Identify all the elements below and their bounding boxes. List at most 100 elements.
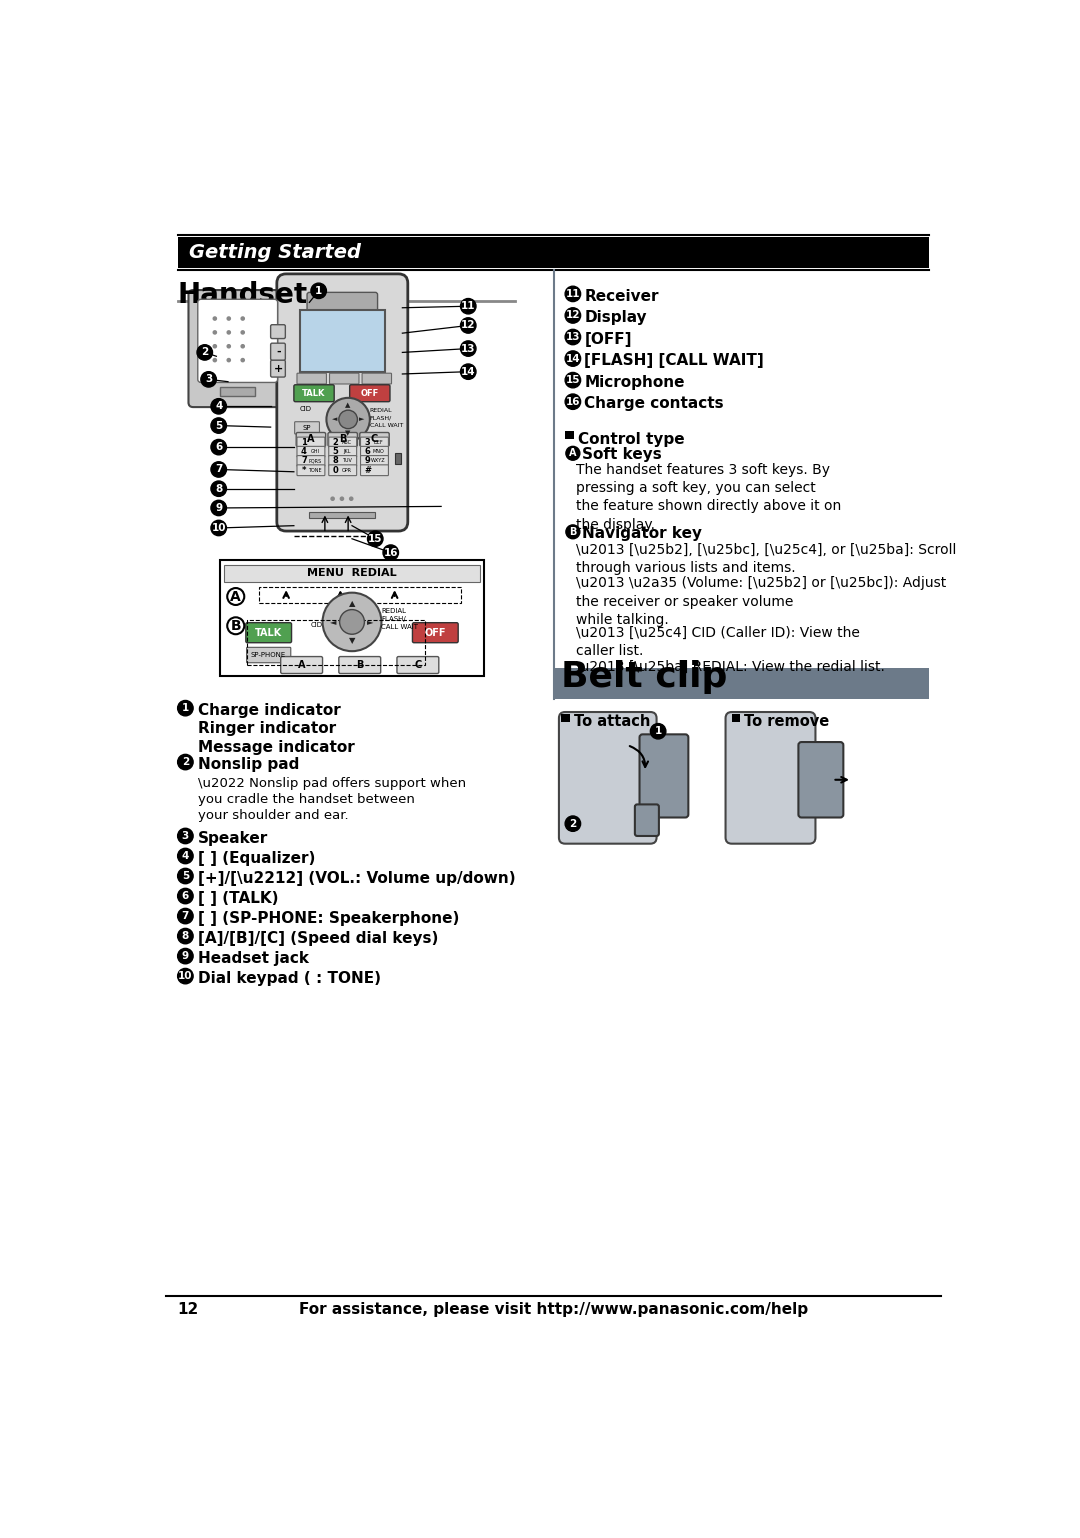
Text: \u2013 \u2a35 (Volume: [\u25b2] or [\u25bc]): Adjust
the receiver or speaker vol: \u2013 \u2a35 (Volume: [\u25b2] or [\u25… — [576, 577, 946, 628]
Text: Dial keypad ( : TONE): Dial keypad ( : TONE) — [198, 970, 381, 986]
Circle shape — [177, 754, 193, 769]
FancyBboxPatch shape — [328, 464, 356, 475]
Text: Getting Started: Getting Started — [189, 243, 361, 261]
FancyBboxPatch shape — [339, 657, 380, 674]
FancyBboxPatch shape — [271, 360, 285, 377]
Text: TALK: TALK — [255, 628, 282, 638]
Text: 11: 11 — [461, 301, 475, 311]
Circle shape — [197, 345, 213, 360]
Text: 14: 14 — [566, 354, 580, 363]
Text: OPR: OPR — [341, 468, 352, 472]
FancyBboxPatch shape — [246, 647, 291, 663]
Text: ▼: ▼ — [346, 431, 351, 437]
FancyBboxPatch shape — [361, 446, 389, 457]
Circle shape — [330, 497, 335, 501]
Text: [FLASH] [CALL WAIT]: [FLASH] [CALL WAIT] — [584, 354, 765, 368]
Text: \u2013 [\u25ba] REDIAL: View the redial list.: \u2013 [\u25ba] REDIAL: View the redial … — [576, 660, 885, 674]
Text: PQRS: PQRS — [308, 458, 322, 463]
Bar — [220, 560, 484, 675]
FancyBboxPatch shape — [328, 446, 356, 457]
Text: Display: Display — [584, 311, 647, 325]
Text: Microphone: Microphone — [584, 375, 685, 389]
Text: A: A — [298, 660, 306, 671]
FancyBboxPatch shape — [362, 374, 392, 384]
Text: 2: 2 — [333, 438, 339, 448]
FancyBboxPatch shape — [281, 657, 323, 674]
Text: FLASH/: FLASH/ — [369, 415, 392, 420]
Text: 3: 3 — [205, 374, 213, 384]
Circle shape — [566, 446, 580, 460]
Text: B: B — [569, 528, 577, 537]
FancyBboxPatch shape — [295, 421, 320, 434]
Text: CALL WAIT: CALL WAIT — [369, 423, 403, 428]
FancyBboxPatch shape — [639, 734, 688, 818]
Text: [+]/[\u2212] (VOL.: Volume up/down): [+]/[\u2212] (VOL.: Volume up/down) — [198, 871, 515, 886]
Text: 12: 12 — [566, 311, 580, 320]
Circle shape — [177, 929, 193, 944]
Circle shape — [227, 358, 231, 363]
Circle shape — [241, 345, 245, 349]
FancyBboxPatch shape — [361, 437, 389, 448]
Text: ◄: ◄ — [330, 617, 337, 626]
FancyBboxPatch shape — [271, 343, 285, 360]
Circle shape — [241, 331, 245, 335]
Text: 12: 12 — [177, 1301, 199, 1317]
Bar — [394, 454, 401, 464]
Circle shape — [339, 411, 357, 429]
Text: ►: ► — [360, 417, 365, 423]
Text: To attach: To attach — [573, 714, 650, 729]
Circle shape — [565, 817, 581, 832]
Text: 1: 1 — [654, 726, 662, 737]
FancyBboxPatch shape — [276, 274, 408, 531]
Text: 9: 9 — [215, 503, 222, 514]
Text: Soft keys: Soft keys — [582, 448, 662, 461]
FancyBboxPatch shape — [307, 292, 378, 312]
FancyBboxPatch shape — [350, 384, 390, 401]
FancyBboxPatch shape — [189, 291, 287, 408]
Text: Speaker: Speaker — [198, 831, 268, 846]
FancyBboxPatch shape — [361, 464, 389, 475]
FancyBboxPatch shape — [297, 446, 325, 457]
Text: 13: 13 — [461, 343, 475, 354]
Circle shape — [460, 298, 476, 314]
Circle shape — [213, 345, 217, 349]
Text: TONE: TONE — [308, 468, 322, 472]
Text: \u2022 Nonslip pad offers support when
you cradle the handset between
your shoul: \u2022 Nonslip pad offers support when y… — [198, 777, 465, 821]
Circle shape — [367, 531, 383, 546]
Circle shape — [177, 909, 193, 924]
Text: 5: 5 — [181, 871, 189, 881]
Text: A: A — [230, 589, 241, 603]
Text: ►: ► — [367, 617, 374, 626]
Text: C: C — [415, 660, 421, 671]
Circle shape — [177, 869, 193, 884]
Circle shape — [227, 345, 231, 349]
Text: C: C — [370, 434, 378, 444]
Text: 6: 6 — [365, 448, 370, 457]
Text: SP: SP — [302, 424, 311, 431]
Text: 10: 10 — [178, 970, 192, 981]
Bar — [246, 620, 424, 664]
FancyBboxPatch shape — [726, 712, 815, 844]
Text: Charge indicator
Ringer indicator
Message indicator: Charge indicator Ringer indicator Messag… — [198, 703, 354, 755]
FancyBboxPatch shape — [635, 804, 659, 837]
Text: *: * — [301, 466, 307, 475]
Text: #: # — [364, 466, 372, 475]
FancyBboxPatch shape — [246, 623, 292, 643]
Text: ▼: ▼ — [349, 635, 355, 644]
Circle shape — [241, 358, 245, 363]
Text: 9: 9 — [365, 457, 370, 466]
Circle shape — [211, 481, 227, 497]
Text: A: A — [307, 434, 314, 444]
Text: REDIAL: REDIAL — [369, 408, 392, 412]
Circle shape — [213, 358, 217, 363]
Text: [ ] (Equalizer): [ ] (Equalizer) — [198, 851, 315, 866]
Text: OFF: OFF — [424, 628, 446, 638]
Circle shape — [177, 849, 193, 864]
Circle shape — [565, 394, 581, 409]
Text: 1: 1 — [301, 438, 307, 448]
Text: [A]/[B]/[C] (Speed dial keys): [A]/[B]/[C] (Speed dial keys) — [198, 930, 438, 946]
Text: 2: 2 — [569, 818, 577, 829]
Text: 3: 3 — [365, 438, 370, 448]
Text: 1: 1 — [181, 703, 189, 714]
FancyBboxPatch shape — [198, 300, 278, 383]
